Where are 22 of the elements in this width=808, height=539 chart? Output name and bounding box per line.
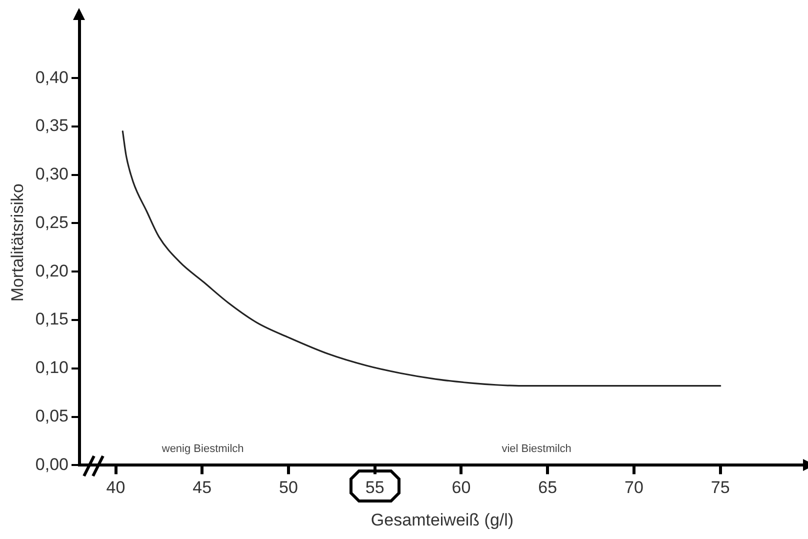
x-tick-label: 60 <box>452 478 471 498</box>
x-tick-label: 75 <box>710 478 730 498</box>
y-tick-label: 0,20 <box>35 261 68 280</box>
x-tick-label: 45 <box>192 478 212 498</box>
x-tick-label: 50 <box>279 478 298 498</box>
y-tick-label: 0,30 <box>35 164 68 184</box>
y-tick-label: 0,25 <box>35 212 68 232</box>
y-tick-label: 0,15 <box>35 310 68 329</box>
y-tick-label: 0,05 <box>35 406 68 426</box>
x-tick-label: 70 <box>624 478 644 498</box>
x-tick-label: 65 <box>538 478 558 498</box>
y-axis-title: Mortalitätsrisiko <box>8 184 27 302</box>
y-tick-label: 0,10 <box>35 358 68 378</box>
x-axis-title: Gesamteiweiß (g/l) <box>370 510 514 530</box>
annotation: viel Biestmilch <box>502 443 572 456</box>
x-tick-label: 55 <box>365 478 384 498</box>
y-tick-label: 0,00 <box>35 454 68 474</box>
y-tick-label: 0,35 <box>35 116 68 136</box>
x-tick-label: 40 <box>106 478 126 498</box>
line-series <box>122 130 722 387</box>
y-tick-label: 0,40 <box>35 68 68 87</box>
annotation: wenig Biestmilch <box>160 443 244 456</box>
